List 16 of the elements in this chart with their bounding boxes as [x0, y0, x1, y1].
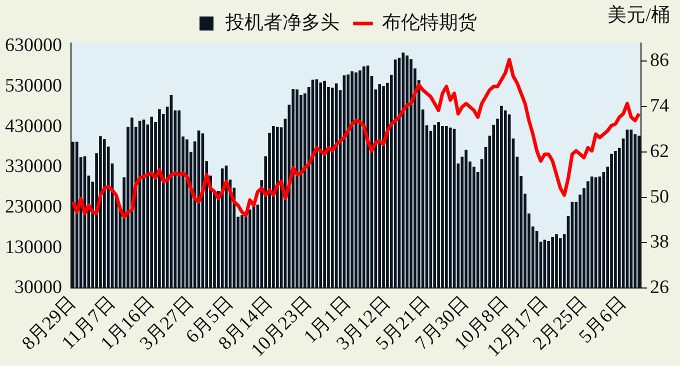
- y2-tick-label: 74: [650, 96, 670, 117]
- y-tick-label: 630000: [5, 35, 62, 56]
- legend-label: 投机者净多头: [224, 12, 340, 34]
- y2-tick-label: 86: [650, 50, 669, 72]
- y2-axis-title: 美元/桶: [608, 4, 670, 28]
- y-tick-label: 430000: [5, 116, 62, 137]
- y-tick-label: 230000: [5, 196, 62, 218]
- y-tick-label: 530000: [5, 76, 62, 97]
- y-tick-label: 30000: [14, 277, 62, 298]
- y-tick-label: 330000: [5, 156, 62, 178]
- legend-label: 布伦特期货: [382, 12, 477, 34]
- y2-tick-label: 38: [650, 232, 669, 253]
- y2-tick-label: 50: [650, 186, 669, 208]
- y-tick-label: 130000: [5, 236, 62, 258]
- y2-tick-label: 26: [650, 277, 669, 298]
- y2-tick-label: 62: [650, 140, 669, 162]
